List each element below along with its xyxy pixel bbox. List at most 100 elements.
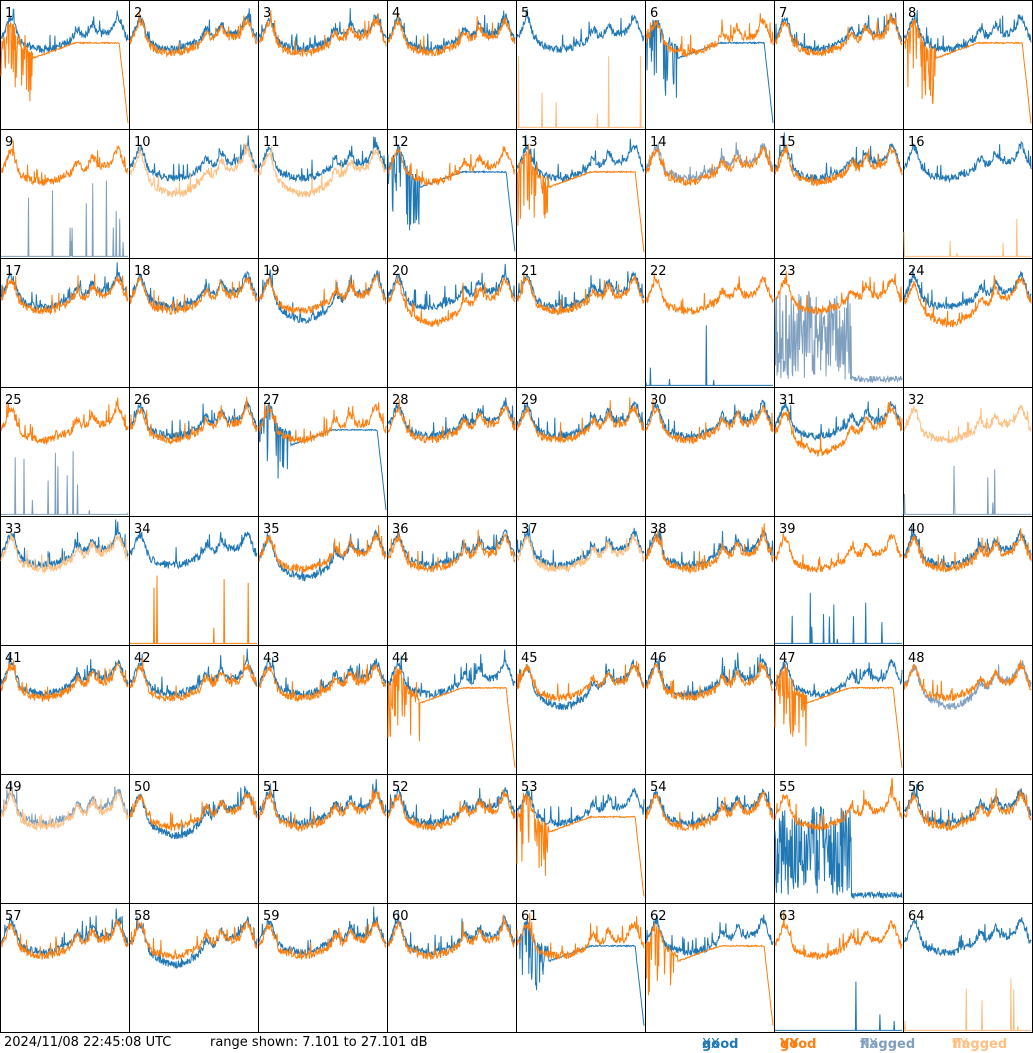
panel-6: 6 — [645, 0, 775, 130]
panel-54-yy-line — [645, 790, 774, 832]
panel-20-xx-line — [387, 263, 516, 311]
panel-frame — [129, 645, 259, 775]
panel-40: 40 — [903, 516, 1033, 646]
panel-35-xx-line — [258, 528, 387, 582]
panel-49-yy-line — [0, 787, 129, 831]
panel-number: 62 — [650, 909, 667, 924]
panel-51-yy-line — [258, 789, 387, 833]
panel-45-yy-line — [516, 661, 645, 702]
panel-13-xx-line — [516, 135, 645, 182]
panel-number: 28 — [392, 393, 409, 408]
footer-bar: 2024/11/08 22:45:08 UTC range shown: 7.1… — [4, 1035, 1008, 1052]
panel-23: 23 — [774, 258, 904, 388]
panel-41-yy-line — [0, 660, 129, 702]
panel-number: 29 — [521, 393, 538, 408]
panel-29-yy-line — [516, 397, 645, 444]
panel-14: 14 — [645, 129, 775, 259]
panel-63-yy-line — [774, 911, 903, 961]
panel-39-yy-line — [774, 532, 903, 573]
panel-frame — [516, 387, 646, 517]
panel-51-xx-line — [258, 779, 387, 828]
panel-number: 27 — [263, 393, 280, 408]
panel-frame — [387, 516, 517, 646]
panel-frame — [387, 0, 517, 130]
panel-number: 2 — [134, 6, 142, 21]
panel-frame — [387, 129, 517, 259]
panel-number: 25 — [5, 393, 22, 408]
panel-number: 58 — [134, 909, 151, 924]
panel-35: 35 — [258, 516, 388, 646]
panel-20-yy-line — [387, 275, 516, 327]
panel-number: 47 — [779, 651, 796, 666]
panel-42: 42 — [129, 645, 259, 775]
panel-57: 57 — [0, 903, 130, 1033]
panel-16-xx-line — [903, 140, 1032, 184]
panel-35-yy-line — [258, 524, 387, 573]
panel-number: 60 — [392, 909, 409, 924]
panel-5-yy-line — [517, 55, 644, 128]
panel-8-xx-line — [903, 10, 1032, 53]
panel-28-yy-line — [387, 398, 516, 444]
panel-48: 48 — [903, 645, 1033, 775]
panel-50-xx-line — [129, 786, 258, 840]
panel-33: 33 — [0, 516, 130, 646]
panel-frame — [0, 129, 130, 259]
panel-52: 52 — [387, 774, 517, 904]
panel-frame — [258, 0, 388, 130]
panel-53: 53 — [516, 774, 646, 904]
panel-frame — [258, 645, 388, 775]
panel-4: 4 — [387, 0, 517, 130]
panel-64: 64 — [903, 903, 1033, 1033]
panel-42-xx-line — [129, 648, 258, 698]
panel-63-xx-line — [775, 981, 902, 1031]
panel-frame — [0, 903, 130, 1033]
panel-17: 17 — [0, 258, 130, 388]
panel-number: 26 — [134, 393, 151, 408]
panel-12-yy-line — [387, 146, 516, 187]
panel-number: 18 — [134, 264, 151, 279]
panel-10-xx-line — [129, 135, 258, 182]
panel-36: 36 — [387, 516, 517, 646]
panel-19: 19 — [258, 258, 388, 388]
panel-3-yy-line — [258, 10, 387, 58]
panel-20: 20 — [387, 258, 517, 388]
panel-number: 54 — [650, 780, 667, 795]
panel-58: 58 — [129, 903, 259, 1033]
panel-frame — [645, 516, 775, 646]
panel-frame — [645, 645, 775, 775]
panel-frame — [258, 129, 388, 259]
panel-30: 30 — [645, 387, 775, 517]
panel-number: 38 — [650, 522, 667, 537]
panel-number: 37 — [521, 522, 538, 537]
panel-number: 30 — [650, 393, 667, 408]
panel-41-xx-line — [0, 654, 129, 698]
panel-22-yy-line — [645, 272, 774, 316]
panel-number: 16 — [908, 135, 925, 150]
panel-1: 1 — [0, 0, 130, 130]
panel-12: 12 — [387, 129, 517, 259]
panel-48-yy-line — [903, 659, 1032, 702]
panel-frame — [0, 645, 130, 775]
panel-37-xx-line — [516, 524, 645, 569]
panel-31: 31 — [774, 387, 904, 517]
panel-7: 7 — [774, 0, 904, 130]
panel-number: 34 — [134, 522, 151, 537]
panel-17-yy-line — [0, 273, 129, 316]
panel-18-yy-line — [129, 276, 258, 316]
panel-frame — [516, 0, 646, 130]
panel-34-yy-line — [130, 575, 257, 644]
panel-4-xx-line — [387, 10, 516, 54]
panel-1-yy-line — [0, 21, 129, 124]
panel-10-yy-line — [129, 143, 258, 198]
panel-40-xx-line — [903, 524, 1032, 570]
panel-number: 44 — [392, 651, 409, 666]
panel-32-xx-line — [903, 465, 1031, 515]
panel-25-yy-line — [0, 397, 129, 446]
panel-37-yy-line — [516, 533, 645, 573]
panel-number: 1 — [5, 6, 13, 21]
panel-11-xx-line — [258, 136, 387, 183]
panel-21: 21 — [516, 258, 646, 388]
panel-number: 6 — [650, 6, 658, 21]
panel-frame — [516, 129, 646, 259]
panel-28: 28 — [387, 387, 517, 517]
